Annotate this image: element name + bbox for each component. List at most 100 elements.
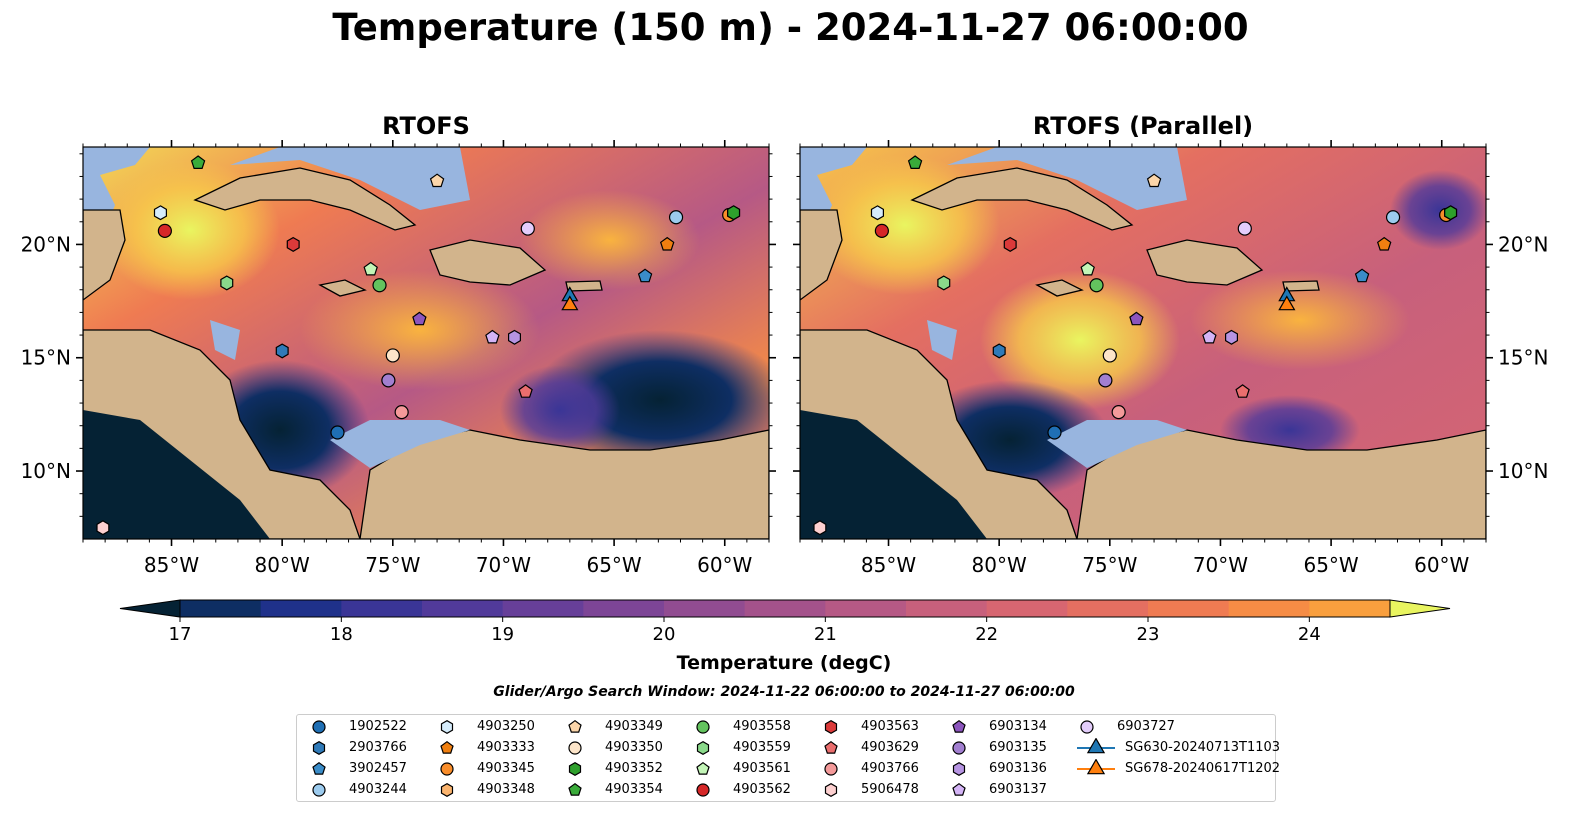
shelf — [83, 147, 150, 230]
legend-symbol — [312, 783, 326, 797]
colorbar-cell — [825, 600, 907, 617]
lon-tick-label: 85°W — [861, 553, 916, 577]
map-frame — [799, 146, 1487, 540]
observation-marker — [1146, 173, 1162, 188]
observation-marker — [907, 155, 923, 169]
lat-tick-label: 15°N — [21, 346, 71, 370]
legend-label: 4903561 — [733, 761, 791, 776]
land-hispaniola — [1146, 239, 1264, 286]
colorbar-tick-label: 23 — [1136, 624, 1160, 645]
observation-marker — [870, 205, 885, 221]
observation-marker — [275, 343, 289, 359]
legend-label: 5906478 — [861, 782, 919, 797]
legend-marker — [568, 762, 582, 776]
legend-label: 6903727 — [1117, 719, 1175, 734]
colorbar-cell — [502, 600, 584, 617]
observation-marker — [1376, 236, 1392, 251]
land-south-america — [1076, 429, 1486, 539]
legend-label: 6903137 — [989, 782, 1047, 797]
legend-marker — [696, 741, 710, 755]
legend-label: 2903766 — [349, 740, 407, 755]
lon-tick-label: 60°W — [1414, 553, 1469, 577]
legend-symbol — [568, 741, 582, 755]
observation-marker — [668, 210, 684, 225]
shelf — [947, 147, 1187, 210]
legend-symbol — [312, 761, 326, 775]
legend-label: 4903559 — [733, 740, 791, 755]
observation-marker — [992, 343, 1006, 359]
shelf — [1047, 420, 1187, 468]
observation-marker — [381, 373, 396, 388]
colorbar-cell — [1309, 600, 1391, 617]
legend-label: 4903562 — [733, 782, 791, 797]
land-yucatan — [83, 209, 126, 301]
legend-marker — [952, 741, 966, 755]
observation-marker — [1237, 221, 1252, 236]
lon-tick-label: 70°W — [1193, 553, 1248, 577]
colorbar-tick-label: 22 — [975, 624, 999, 645]
colorbar-tick-label: 24 — [1297, 624, 1321, 645]
legend-marker — [440, 783, 454, 797]
legend-label: 4903333 — [477, 740, 535, 755]
legend-marker — [440, 740, 454, 754]
legend-symbol — [312, 741, 326, 755]
observation-marker — [1129, 311, 1144, 326]
observation-marker — [412, 311, 427, 326]
legend-marker — [1077, 759, 1115, 775]
legend-marker — [568, 719, 582, 733]
observation-marker — [937, 275, 951, 291]
observation-marker — [637, 268, 653, 283]
legend-label: 6903135 — [989, 740, 1047, 755]
lat-tick-label: 20°N — [1498, 232, 1548, 256]
legend-symbol — [568, 782, 582, 796]
observation-marker — [813, 520, 827, 536]
warm-anomaly — [300, 270, 540, 390]
observation-marker — [1385, 210, 1401, 225]
legend-symbol — [1080, 720, 1094, 734]
land-yucatan — [800, 209, 843, 301]
legend-marker — [440, 720, 454, 734]
observation-marker — [727, 205, 741, 221]
legend-label: 4903350 — [605, 740, 663, 755]
legend-symbol — [440, 740, 454, 754]
legend-marker — [824, 740, 838, 754]
observation-marker — [1003, 236, 1017, 252]
observation-marker — [1444, 205, 1458, 221]
legend-marker — [312, 761, 326, 775]
observation-marker — [1235, 384, 1250, 398]
observation-marker — [394, 405, 409, 420]
legend-marker — [952, 782, 966, 796]
lon-tick-label: 85°W — [144, 553, 199, 577]
legend-symbol — [824, 762, 838, 776]
legend-symbol — [824, 720, 838, 734]
map-axes: 85°W 80°W 75°W 70°W 65°W 60°W 20°N 15°N 10°N 85°W… — [21, 140, 1548, 577]
colorbar-tick-label: 19 — [491, 624, 515, 645]
legend-marker — [1077, 738, 1115, 754]
land-jamaica — [318, 279, 367, 297]
colorbar-cell — [744, 600, 826, 617]
colorbar-tick-label: 17 — [168, 624, 192, 645]
observation-marker — [1278, 295, 1296, 311]
search-window-text: Glider/Argo Search Window: 2024-11-22 06… — [493, 684, 1075, 700]
legend-label: 4903766 — [861, 761, 919, 776]
legend-symbol — [696, 783, 710, 797]
map-panels: 85°W 80°W 75°W 70°W 65°W 60°W 20°N 15°N 10°N 85°W… — [21, 140, 1548, 577]
observation-marker — [385, 348, 400, 363]
warm-anomaly — [1190, 270, 1410, 370]
legend-symbol — [824, 740, 838, 754]
legend-label: 4903244 — [349, 782, 407, 797]
observation-marker — [1102, 348, 1117, 363]
legend-marker — [312, 783, 326, 797]
observation-markers — [96, 155, 1458, 536]
colorbar-label: Temperature (degC) — [676, 652, 892, 674]
legend-marker — [696, 761, 710, 775]
colorbar-cell — [1067, 600, 1149, 617]
colorbar-cell — [1148, 600, 1230, 617]
legend-symbol — [568, 719, 582, 733]
observation-marker — [190, 155, 206, 169]
observation-marker — [1202, 329, 1217, 344]
observation-marker — [1111, 405, 1126, 420]
land-puerto-rico — [1282, 280, 1320, 292]
legend-marker — [440, 762, 454, 776]
observation-marker — [518, 384, 533, 398]
